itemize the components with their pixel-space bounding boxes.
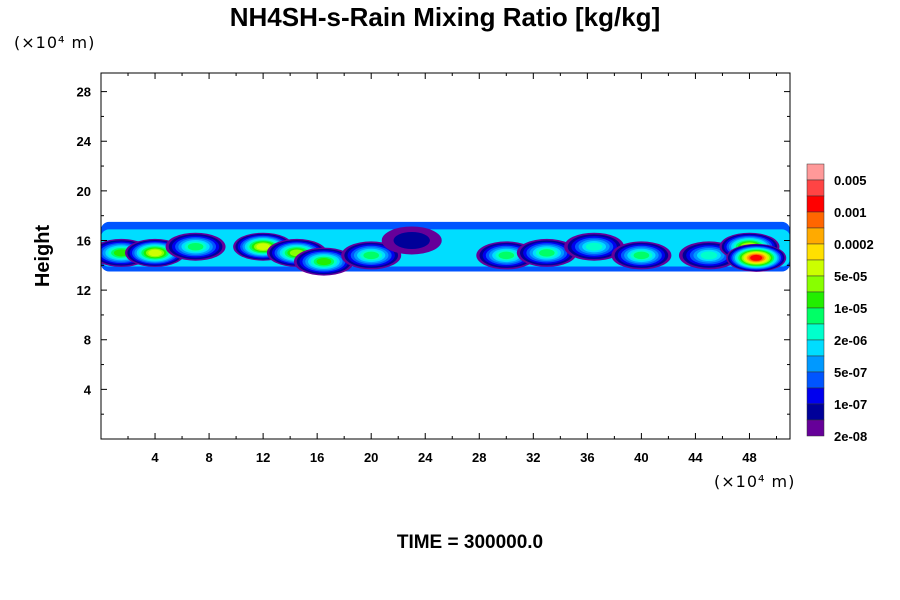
colorbar-swatch bbox=[806, 243, 825, 261]
time-label: TIME = 300000.0 bbox=[396, 532, 544, 553]
colorbar-label: 2e-06 bbox=[834, 333, 867, 348]
x-tick-label: 8 bbox=[205, 450, 212, 465]
colorbar-label: 1e-05 bbox=[834, 301, 867, 316]
y-tick-label: 20 bbox=[77, 184, 91, 199]
colorbar-swatch bbox=[806, 355, 825, 373]
chart-title: NH4SH-s-Rain Mixing Ratio [kg/kg] bbox=[229, 2, 661, 32]
contour-cell bbox=[316, 258, 332, 266]
colorbar-swatch bbox=[806, 227, 825, 245]
colorbar-label: 5e-05 bbox=[834, 269, 867, 284]
mixing-ratio-field bbox=[101, 221, 790, 276]
colorbar-swatch bbox=[806, 387, 825, 405]
x-tick-label: 32 bbox=[526, 450, 540, 465]
colorbar-swatch bbox=[806, 371, 825, 389]
x-axis-unit: (×10⁴ m) bbox=[714, 472, 796, 491]
x-axis-ticks: 4 8 12 16 20 24 28 32 36 40 44 48 bbox=[127, 73, 777, 465]
colorbar-swatch bbox=[806, 291, 825, 309]
x-tick-label: 36 bbox=[580, 450, 594, 465]
contour-cell bbox=[148, 249, 162, 257]
colorbar-swatch bbox=[806, 163, 825, 181]
contour-cell bbox=[700, 251, 718, 260]
colorbar: 0.005 0.001 0.0002 5e-05 1e-05 2e-06 5e-07 1e-0… bbox=[806, 163, 874, 444]
x-tick-label: 4 bbox=[151, 450, 159, 465]
colorbar-label: 0.0002 bbox=[834, 237, 874, 252]
x-tick-label: 24 bbox=[418, 450, 433, 465]
x-tick-label: 40 bbox=[634, 450, 648, 465]
y-tick-label: 12 bbox=[77, 283, 91, 298]
colorbar-label: 1e-07 bbox=[834, 397, 867, 412]
colorbar-swatch bbox=[806, 275, 825, 293]
y-axis-ticks: 4 8 12 16 20 24 28 bbox=[77, 85, 790, 415]
colorbar-swatch bbox=[806, 259, 825, 277]
contour-cell bbox=[585, 242, 603, 251]
x-tick-label: 44 bbox=[688, 450, 703, 465]
y-tick-label: 8 bbox=[84, 333, 91, 348]
y-axis-unit: (×10⁴ m) bbox=[14, 33, 96, 52]
colorbar-label: 0.001 bbox=[834, 205, 867, 220]
y-tick-label: 24 bbox=[77, 134, 92, 149]
x-tick-label: 12 bbox=[256, 450, 270, 465]
colorbar-swatch bbox=[806, 307, 825, 325]
contour-cell bbox=[363, 251, 380, 260]
colorbar-swatch bbox=[806, 195, 825, 213]
colorbar-swatch bbox=[806, 339, 825, 357]
y-axis-label: Height bbox=[32, 225, 54, 288]
contour-cell bbox=[633, 251, 650, 260]
colorbar-label: 5e-07 bbox=[834, 365, 867, 380]
contour-cell bbox=[498, 251, 515, 260]
contour-cell bbox=[750, 254, 763, 261]
y-tick-label: 28 bbox=[77, 85, 91, 100]
colorbar-swatch bbox=[806, 179, 825, 197]
colorbar-swatch bbox=[806, 211, 825, 229]
x-tick-label: 48 bbox=[742, 450, 756, 465]
colorbar-swatch bbox=[806, 403, 825, 421]
plot-frame bbox=[100, 72, 791, 440]
x-tick-label: 28 bbox=[472, 450, 486, 465]
colorbar-swatch bbox=[806, 323, 825, 341]
contour-cell bbox=[393, 231, 430, 250]
x-tick-label: 16 bbox=[310, 450, 324, 465]
y-tick-label: 4 bbox=[84, 382, 92, 397]
colorbar-label: 2e-08 bbox=[834, 429, 867, 444]
x-tick-label: 20 bbox=[364, 450, 378, 465]
y-tick-label: 16 bbox=[77, 233, 91, 248]
colorbar-swatch bbox=[806, 419, 825, 437]
contour-cell bbox=[187, 242, 204, 251]
colorbar-label: 0.005 bbox=[834, 173, 867, 188]
contour-cell bbox=[539, 249, 555, 257]
contour-cell bbox=[256, 243, 270, 250]
contour-cell bbox=[113, 249, 129, 257]
